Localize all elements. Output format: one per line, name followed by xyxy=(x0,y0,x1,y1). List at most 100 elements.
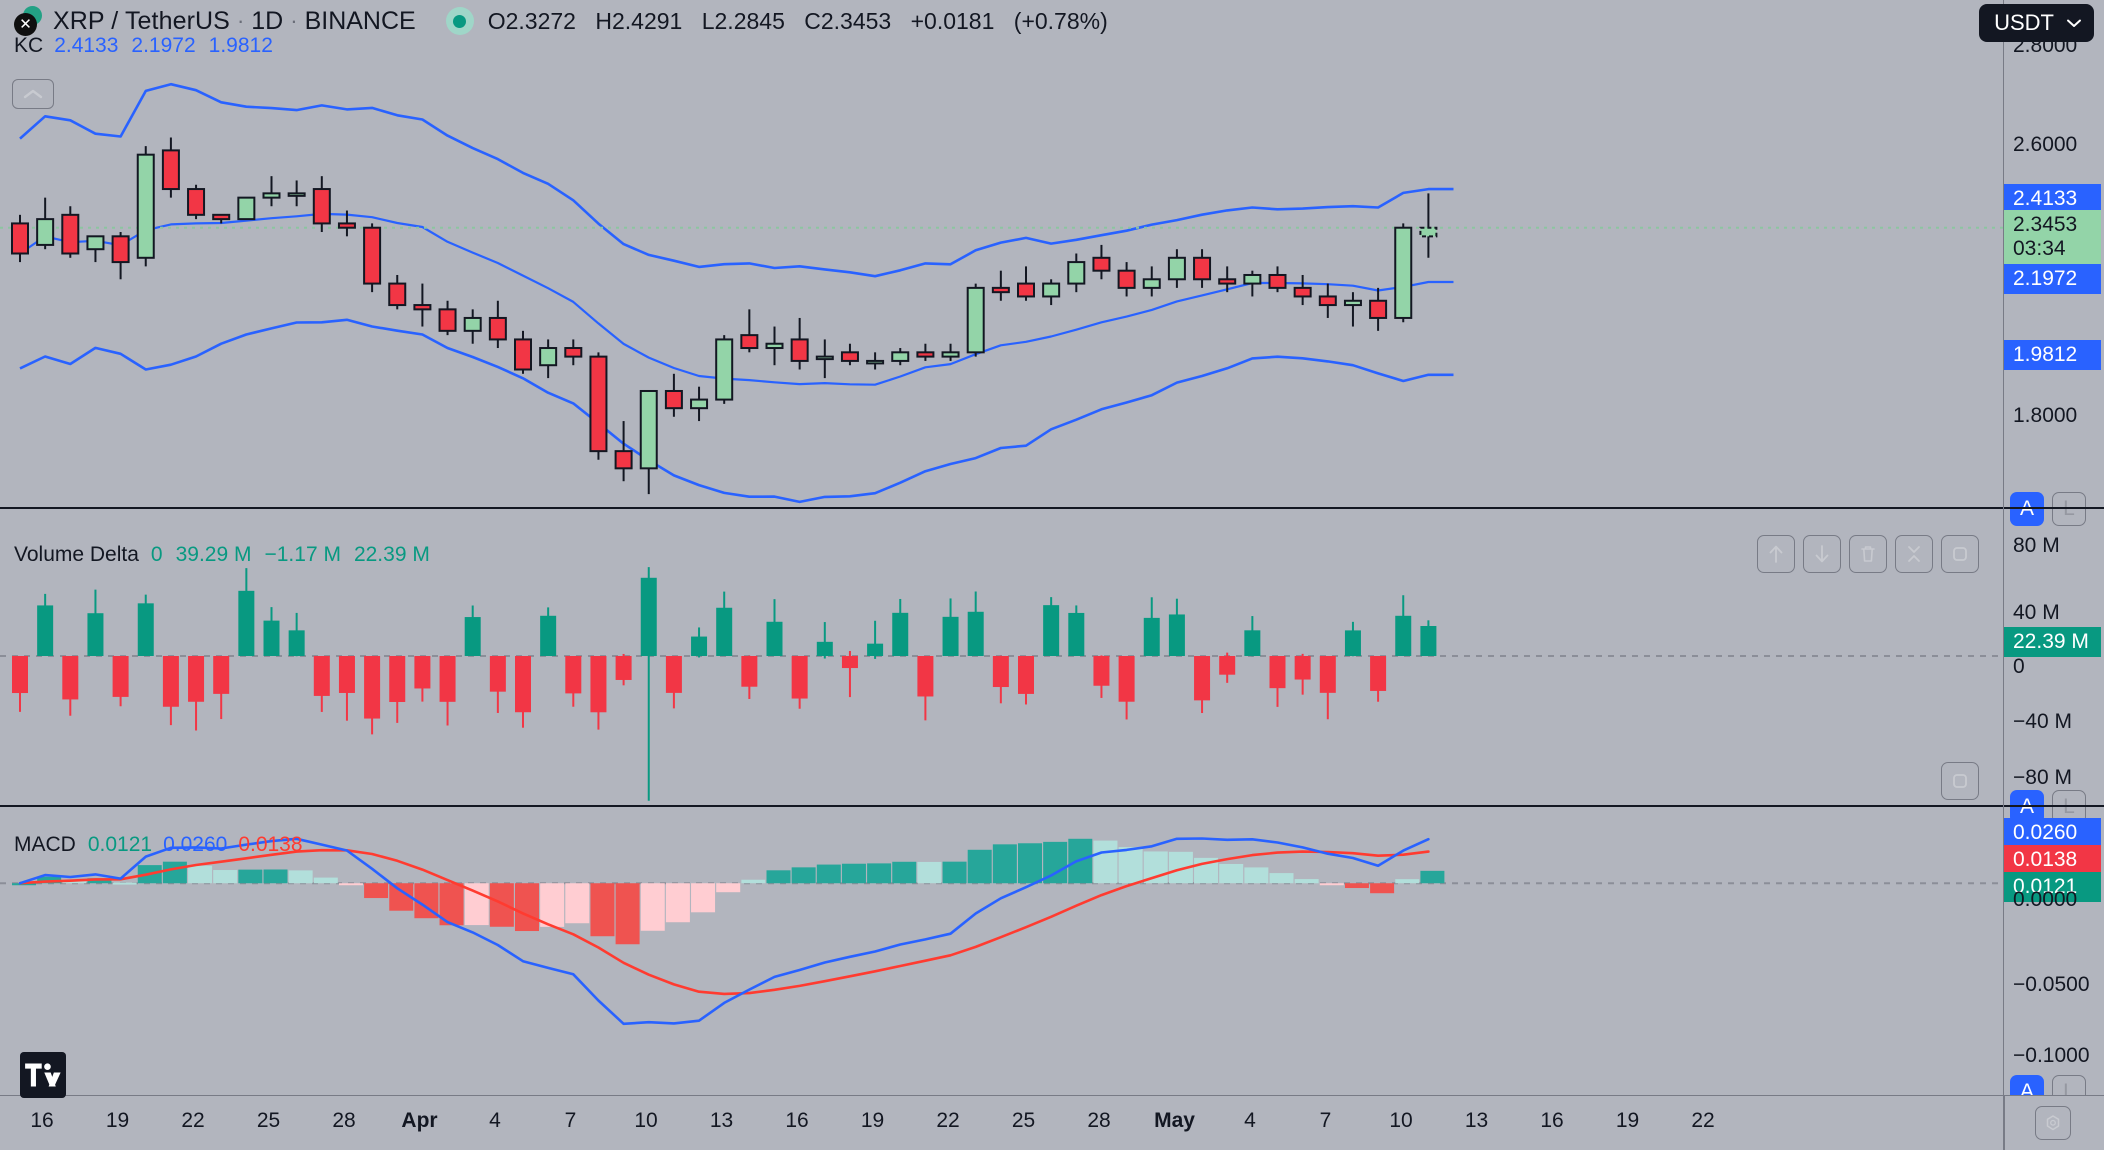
time-tick: 4 xyxy=(489,1109,501,1132)
kc-label: KC xyxy=(14,34,44,57)
ohlc-change-percent: (+0.78%) xyxy=(1013,7,1108,34)
volume-delta-badge: 22.39 M xyxy=(2004,627,2101,657)
volume-delta-legend[interactable]: Volume Delta 0 39.29 M −1.17 M 22.39 M xyxy=(14,543,443,567)
volume-tick: −40 M xyxy=(2013,710,2072,733)
volume-delta-low: −1.17 M xyxy=(264,543,341,566)
axis-divider-2 xyxy=(2004,805,2104,807)
time-scale[interactable]: 16 19 22 25 28 Apr 4 7 10 13 16 19 22 25 28 May 4 7 10 13 16… xyxy=(0,1095,2104,1150)
ohlc-values: O2.3272 H2.4291 L2.2845 C2.3453 +0.0181 … xyxy=(488,8,1121,35)
price-tick: 2.6000 xyxy=(2013,133,2078,156)
tradingview-logo[interactable] xyxy=(20,1052,66,1098)
ohlc-open: O2.3272 xyxy=(487,7,576,34)
ohlc-close: C2.3453 xyxy=(804,7,892,34)
volume-tick: 80 M xyxy=(2013,534,2060,557)
time-tick: 22 xyxy=(181,1109,205,1132)
interval-label[interactable]: 1D xyxy=(251,6,284,35)
symbol-name[interactable]: XRP / TetherUS xyxy=(53,6,230,35)
symbol-logo-icon: ✕ xyxy=(14,6,44,36)
volume-delta-high: 39.29 M xyxy=(175,543,252,566)
time-tick: 22 xyxy=(1691,1109,1715,1132)
time-tick: 16 xyxy=(785,1109,809,1132)
currency-label: USDT xyxy=(1994,10,2054,35)
macd-line-badge: 0.0260 xyxy=(2004,818,2101,848)
ohlc-low: L2.2845 xyxy=(701,7,785,34)
time-tick: 16 xyxy=(30,1109,54,1132)
kc-lower-value: 1.9812 xyxy=(208,34,273,57)
last-price-badge: 2.3453 03:34 xyxy=(2004,210,2101,266)
kc-basis-price-badge: 2.1972 xyxy=(2004,264,2101,294)
time-tick: Apr xyxy=(401,1109,438,1132)
price-pane[interactable] xyxy=(0,0,2003,507)
countdown-timer: 03:34 xyxy=(2013,236,2066,260)
maximize-pane-button[interactable] xyxy=(1941,535,1979,573)
macd-tick: −0.0500 xyxy=(2013,973,2090,996)
candlestick-plot xyxy=(0,82,2003,504)
time-tick: 13 xyxy=(1464,1109,1489,1132)
pane-toolbar xyxy=(1757,535,1979,573)
macd-plot xyxy=(0,837,2003,1026)
time-tick: 4 xyxy=(1244,1109,1256,1132)
chevron-down-icon xyxy=(2067,19,2081,27)
macd-hist-badge: 0.0121 xyxy=(2004,872,2101,902)
legend-separator: · xyxy=(236,8,245,33)
axis-divider-1 xyxy=(2004,507,2104,509)
volume-delta-label: Volume Delta xyxy=(14,543,139,566)
remove-pane-button[interactable] xyxy=(1849,535,1887,573)
time-tick: 10 xyxy=(1389,1109,1413,1132)
auto-scale-button[interactable]: A xyxy=(2010,492,2044,526)
macd-legend[interactable]: MACD 0.0121 0.0260 0.0138 xyxy=(14,833,303,857)
macd-line-value: 0.0260 xyxy=(163,833,228,856)
time-tick: 19 xyxy=(860,1109,885,1132)
macd-tick: 0.0000 xyxy=(2013,888,2078,911)
volume-tick: −80 M xyxy=(2013,766,2072,789)
price-scale-buttons: A L xyxy=(2010,492,2086,526)
time-tick: 19 xyxy=(105,1109,130,1132)
kc-lower-price-badge: 1.9812 xyxy=(2004,340,2101,370)
time-tick: 19 xyxy=(1615,1109,1640,1132)
market-status-dot-icon[interactable] xyxy=(445,7,474,35)
legend-separator-2: · xyxy=(290,8,298,33)
macd-signal-value: 0.0138 xyxy=(238,833,303,856)
last-price-value: 2.3453 xyxy=(2013,213,2078,236)
macd-pane[interactable] xyxy=(0,807,2003,1095)
timezone-button[interactable] xyxy=(2035,1106,2071,1140)
time-tick: 28 xyxy=(1087,1109,1111,1132)
price-tick: 1.8000 xyxy=(2013,404,2078,427)
pane-divider-2[interactable] xyxy=(0,805,2104,807)
volume-tick: 0 xyxy=(2013,655,2025,678)
chart-legend: ✕ XRP / TetherUS · 1D · BINANCE O2.3272 … xyxy=(14,6,1121,36)
move-pane-up-button[interactable] xyxy=(1757,535,1795,573)
exchange-label[interactable]: BINANCE xyxy=(304,6,416,35)
kc-basis-value: 2.1972 xyxy=(131,34,196,57)
maximize-pane-button-macd[interactable] xyxy=(1941,762,1979,800)
time-tick: 7 xyxy=(1319,1109,1332,1132)
pane-divider-1[interactable] xyxy=(0,507,2104,509)
log-scale-button[interactable]: L xyxy=(2052,492,2086,526)
kc-upper-price-badge: 2.4133 xyxy=(2004,184,2101,214)
volume-delta-pane[interactable] xyxy=(0,509,2003,805)
time-tick: May xyxy=(1154,1109,1195,1132)
macd-tick: −0.1000 xyxy=(2013,1044,2090,1067)
currency-selector[interactable]: USDT xyxy=(1979,4,2094,42)
collapse-legend-button[interactable] xyxy=(12,79,54,109)
time-tick: 13 xyxy=(709,1109,734,1132)
time-tick: 22 xyxy=(936,1109,960,1132)
price-scale[interactable]: 2.8000 2.6000 1.8000 2.4133 2.3453 03:34… xyxy=(2003,0,2104,1109)
time-axis-divider xyxy=(2003,1096,2005,1150)
volume-delta-zero: 0 xyxy=(150,543,163,566)
time-tick: 16 xyxy=(1540,1109,1564,1132)
time-tick: 10 xyxy=(634,1109,658,1132)
volume-tick: 40 M xyxy=(2013,601,2060,624)
time-tick: 25 xyxy=(256,1109,281,1132)
move-pane-down-button[interactable] xyxy=(1803,535,1841,573)
ohlc-high: H2.4291 xyxy=(595,7,683,34)
keltner-channel-legend[interactable]: KC 2.4133 2.1972 1.9812 xyxy=(14,34,286,58)
time-tick: 25 xyxy=(1011,1109,1036,1132)
macd-signal-badge: 0.0138 xyxy=(2004,845,2101,875)
time-tick: 7 xyxy=(564,1109,577,1132)
macd-label: MACD xyxy=(14,833,76,856)
kc-upper-value: 2.4133 xyxy=(54,34,119,57)
collapse-pane-button[interactable] xyxy=(1895,535,1933,573)
macd-histogram-value: 0.0121 xyxy=(87,833,153,856)
